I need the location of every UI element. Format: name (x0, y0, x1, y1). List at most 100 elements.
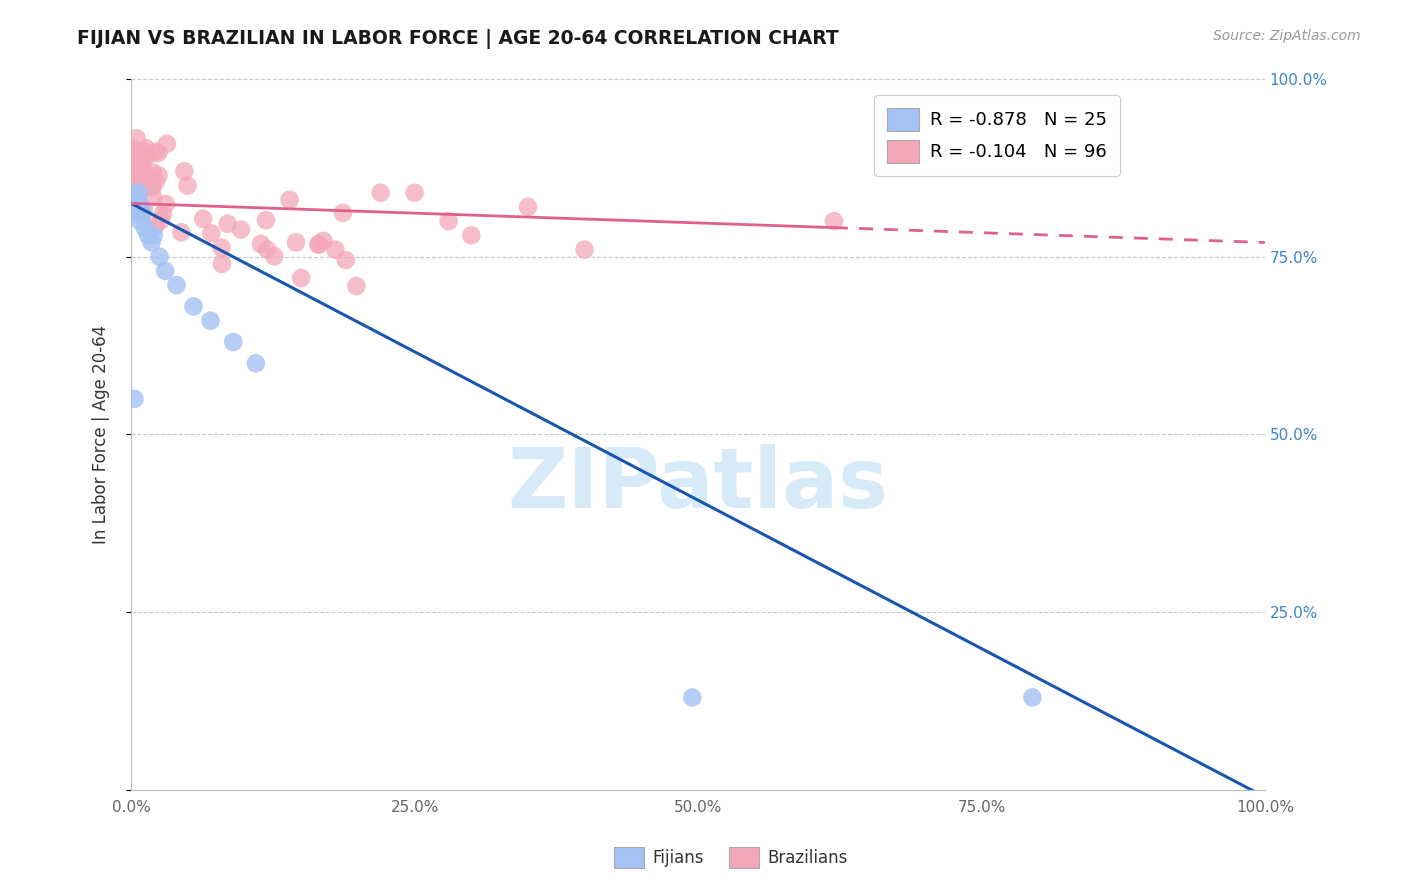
Point (173, 164, 195, 178)
Point (127, 175, 149, 189)
Y-axis label: In Labor Force | Age 20-64: In Labor Force | Age 20-64 (93, 325, 110, 544)
Point (125, 193, 148, 207)
Point (121, 169, 143, 184)
Point (122, 186, 145, 201)
Point (122, 186, 145, 200)
Point (121, 169, 143, 183)
Point (332, 206, 354, 220)
Point (437, 214, 460, 228)
Text: ZIPatlas: ZIPatlas (508, 443, 889, 524)
Point (129, 162, 152, 177)
Point (155, 197, 177, 211)
Point (127, 173, 149, 187)
Point (285, 235, 308, 250)
Point (125, 155, 148, 169)
Point (121, 177, 143, 191)
Point (183, 300, 205, 314)
Point (127, 175, 149, 189)
Point (323, 243, 346, 257)
Point (278, 193, 301, 207)
Point (131, 173, 153, 187)
Point (200, 227, 222, 241)
Point (128, 186, 150, 200)
Point (125, 171, 148, 186)
Legend: Fijians, Brazilians: Fijians, Brazilians (607, 840, 855, 875)
Point (127, 188, 149, 202)
Point (156, 136, 179, 151)
Point (127, 193, 149, 207)
Point (191, 211, 214, 226)
Point (132, 165, 155, 179)
Point (124, 178, 146, 193)
Point (125, 200, 148, 214)
Point (308, 237, 330, 252)
Point (124, 160, 146, 174)
Point (176, 178, 198, 193)
Point (263, 249, 285, 263)
Point (141, 235, 163, 250)
Point (136, 228, 159, 243)
Point (134, 221, 156, 235)
Point (125, 146, 148, 161)
Point (217, 217, 239, 231)
Point (170, 225, 193, 239)
Point (148, 250, 170, 264)
Point (142, 165, 165, 179)
Point (211, 241, 233, 255)
Point (125, 182, 148, 196)
Point (122, 193, 145, 207)
Point (124, 175, 146, 189)
Point (121, 141, 143, 155)
Point (127, 177, 149, 191)
Point (200, 313, 222, 327)
Point (145, 174, 167, 188)
Point (517, 200, 540, 214)
Point (131, 207, 153, 221)
Point (125, 164, 148, 178)
Point (142, 190, 165, 204)
Point (125, 207, 148, 221)
Point (153, 264, 176, 278)
Point (122, 177, 145, 191)
Text: Source: ZipAtlas.com: Source: ZipAtlas.com (1213, 29, 1361, 43)
Point (335, 253, 357, 268)
Point (124, 177, 146, 191)
Point (145, 145, 167, 159)
Point (132, 203, 155, 218)
Point (122, 145, 145, 159)
Point (142, 228, 165, 243)
Point (134, 167, 156, 181)
Point (254, 213, 277, 227)
Point (131, 156, 153, 170)
Point (124, 172, 146, 186)
Point (125, 178, 148, 192)
Point (132, 177, 155, 191)
Point (370, 186, 392, 200)
Point (129, 184, 152, 198)
Point (142, 180, 165, 194)
Point (125, 197, 148, 211)
Point (121, 187, 143, 202)
Point (124, 392, 146, 406)
Point (129, 214, 152, 228)
Point (124, 173, 146, 187)
Point (308, 237, 330, 252)
Point (121, 200, 143, 214)
Point (128, 169, 150, 184)
Point (166, 278, 188, 293)
Point (127, 205, 149, 219)
Text: FIJIAN VS BRAZILIAN IN LABOR FORCE | AGE 20-64 CORRELATION CHART: FIJIAN VS BRAZILIAN IN LABOR FORCE | AGE… (77, 29, 839, 48)
Point (134, 145, 156, 159)
Point (211, 257, 233, 271)
Point (121, 150, 143, 164)
Point (574, 243, 596, 257)
Point (404, 186, 426, 200)
Point (148, 169, 170, 183)
Point (136, 148, 159, 162)
Point (290, 271, 312, 285)
Point (823, 214, 845, 228)
Point (245, 356, 267, 370)
Point (460, 228, 482, 243)
Point (312, 234, 335, 248)
Point (222, 334, 245, 349)
